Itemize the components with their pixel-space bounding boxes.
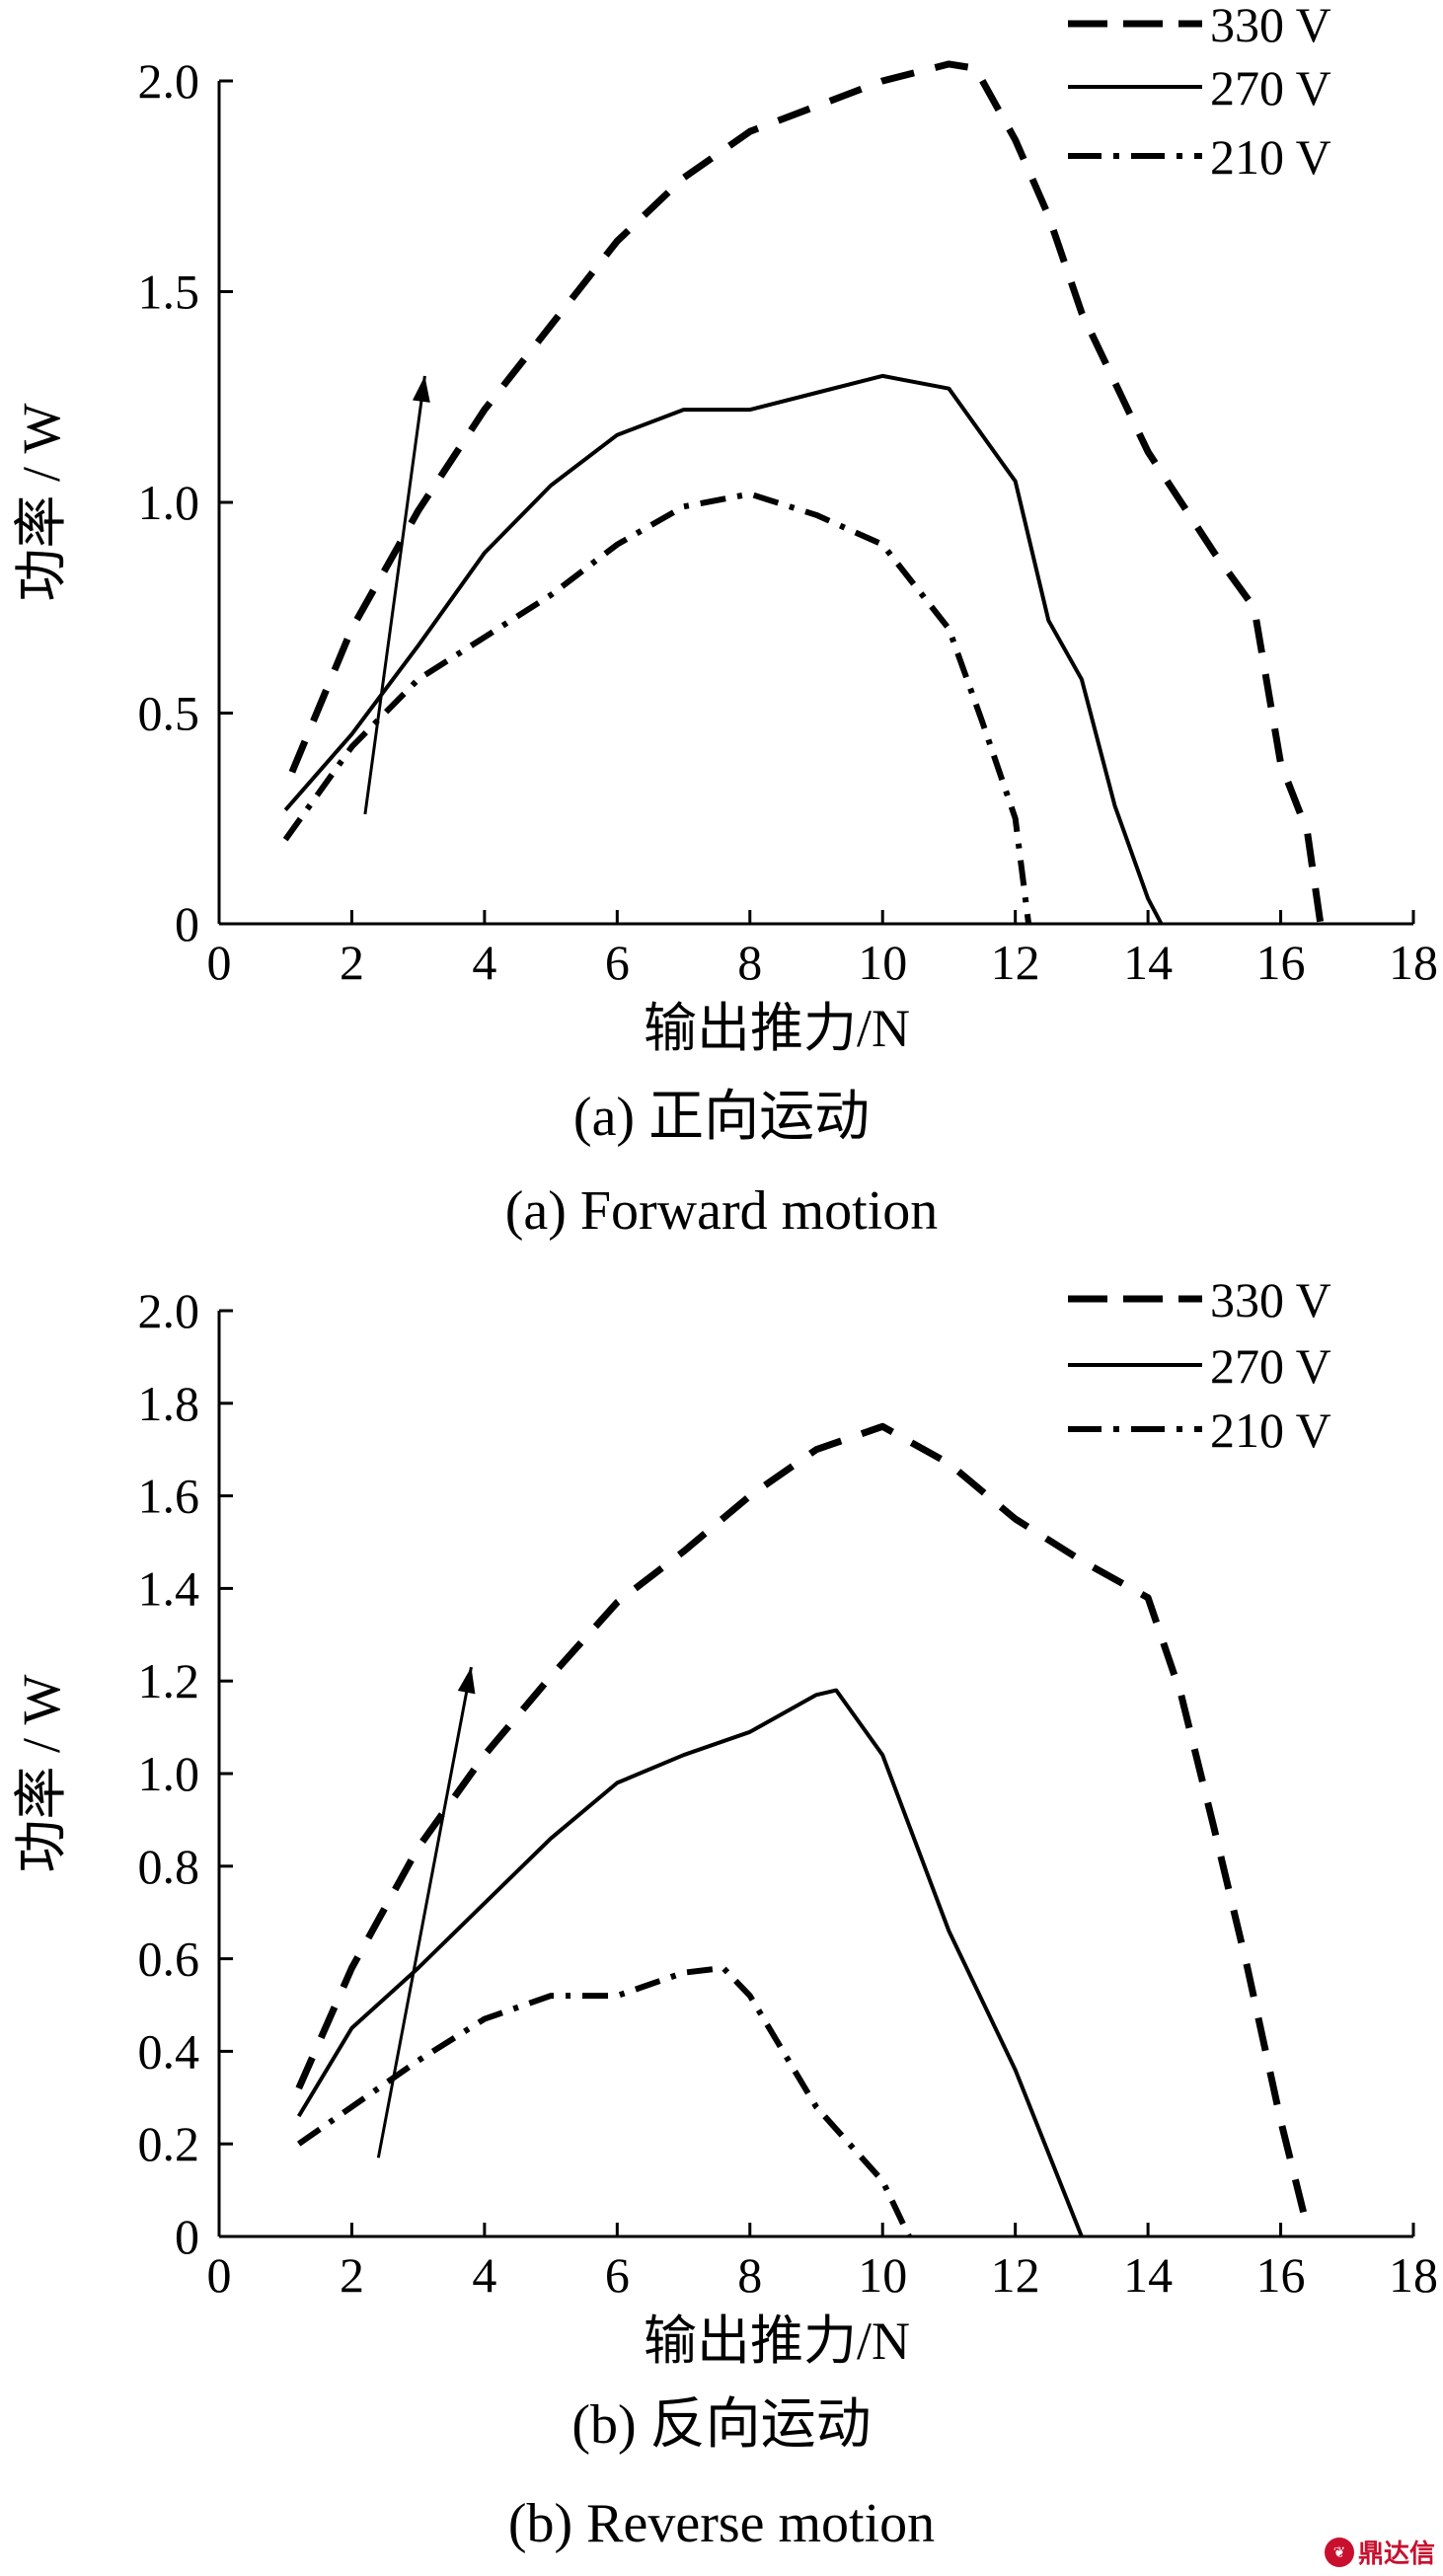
x-tick-label: 12: [991, 2247, 1040, 2303]
y-tick-label: 0.5: [138, 686, 200, 741]
y-axis-label: 功率 / W: [12, 1674, 71, 1872]
series-line-210v: [282, 491, 1032, 925]
x-tick-label: 18: [1389, 935, 1438, 990]
caption-chinese: (a) 正向运动: [573, 1087, 870, 1148]
legend-label: 210 V: [1210, 129, 1331, 185]
x-tick-label: 8: [737, 2247, 762, 2303]
legend-label: 270 V: [1210, 60, 1331, 115]
voltage-trend-arrow-head: [457, 1667, 476, 1695]
y-tick-label: 0.8: [138, 1839, 200, 1894]
x-tick-label: 2: [340, 935, 364, 990]
x-tick-label: 2: [340, 2247, 364, 2303]
x-tick-label: 16: [1256, 935, 1306, 990]
y-tick-label: 0: [175, 2209, 199, 2264]
x-tick-label: 0: [207, 2247, 232, 2303]
watermark: ❦ 鼎达信: [1324, 2534, 1435, 2570]
x-axis-label: 输出推力/N: [644, 999, 910, 1058]
y-tick-label: 1.2: [138, 1653, 200, 1708]
y-tick-label: 1.6: [138, 1469, 200, 1524]
watermark-logo-icon: ❦: [1324, 2537, 1354, 2567]
x-tick-label: 6: [605, 935, 630, 990]
voltage-trend-arrow-head: [412, 375, 430, 403]
y-tick-label: 1.0: [138, 475, 200, 530]
legend-label: 330 V: [1210, 1272, 1331, 1327]
y-tick-label: 1.0: [138, 1746, 200, 1801]
y-tick-label: 0.4: [138, 2023, 200, 2079]
x-tick-label: 14: [1123, 2247, 1173, 2303]
x-tick-label: 8: [737, 935, 762, 990]
series-line-330v: [295, 1422, 1311, 2229]
x-tick-label: 0: [207, 935, 232, 990]
watermark-text: 鼎达信: [1357, 2539, 1435, 2569]
y-axis-label: 功率 / W: [12, 403, 71, 601]
y-tick-label: 1.4: [138, 1560, 200, 1616]
y-tick-label: 1.8: [138, 1376, 200, 1431]
x-tick-label: 4: [472, 935, 496, 990]
chart-panel-a: 0 2 4 6 8 10 12 14 16 18 0 0.5 1.0 1.5 2.0 输出推力/N 功率 / W…: [12, 0, 1438, 1242]
x-tick-label: 12: [991, 935, 1040, 990]
voltage-trend-arrow-shaft: [363, 375, 426, 815]
series-line-210v: [296, 1965, 912, 2238]
caption-english: (b) Reverse motion: [508, 2493, 935, 2554]
legend-label: 210 V: [1210, 1402, 1331, 1458]
caption-chinese: (b) 反向运动: [571, 2394, 871, 2456]
series-line-330v: [288, 60, 1325, 925]
x-tick-label: 10: [858, 2247, 907, 2303]
x-tick-label: 4: [472, 2247, 496, 2303]
x-tick-label: 14: [1123, 935, 1173, 990]
y-tick-label: 2.0: [138, 1283, 200, 1338]
x-axis-label: 输出推力/N: [644, 2311, 910, 2371]
series-line-270v: [296, 1688, 1084, 2237]
y-tick-label: 1.5: [138, 265, 200, 320]
y-tick-label: 0.6: [138, 1932, 200, 1987]
x-tick-label: 16: [1256, 2247, 1306, 2303]
y-tick-label: 0.2: [138, 2116, 200, 2171]
legend-label: 330 V: [1210, 0, 1331, 52]
series-line-270v: [283, 373, 1164, 925]
x-tick-label: 18: [1389, 2247, 1438, 2303]
chart-panel-b: 0 2 4 6 8 10 12 14 16 18 0 0.2 0.4 0.6 0.8 1.0 1.2 1.4 1.6…: [12, 1272, 1438, 2554]
y-tick-label: 0: [175, 896, 199, 951]
x-tick-label: 10: [858, 935, 907, 990]
voltage-trend-arrow-shaft: [376, 1666, 473, 2159]
y-tick-label: 2.0: [138, 53, 200, 109]
x-tick-label: 6: [605, 2247, 630, 2303]
caption-english: (a) Forward motion: [505, 1180, 939, 1242]
legend-label: 270 V: [1210, 1338, 1331, 1394]
